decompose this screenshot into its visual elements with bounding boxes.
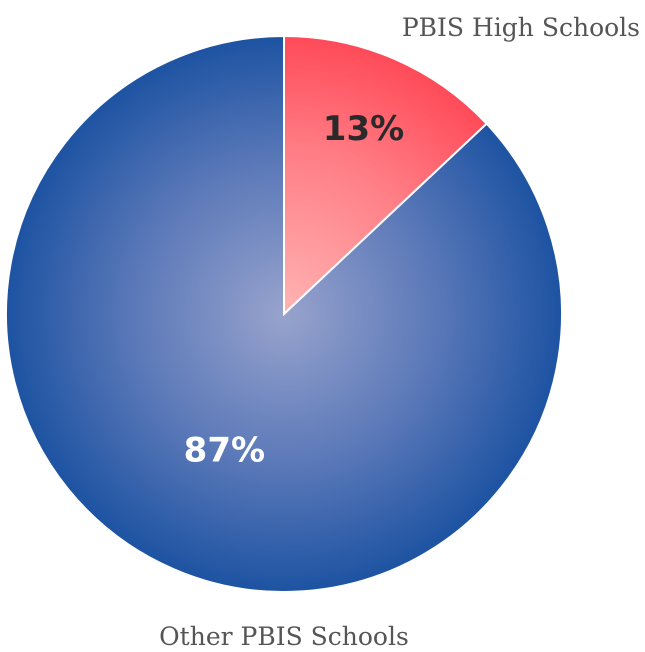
slice-category-label: Other PBIS Schools xyxy=(159,622,409,651)
pie-slice-pbis-high-schools xyxy=(283,34,489,317)
slice-percent-label: 13% xyxy=(323,109,404,149)
pie-slice-other-pbis-schools xyxy=(5,34,563,593)
slice-percent-label: 87% xyxy=(184,430,265,470)
slice-category-label: PBIS High Schools xyxy=(402,13,640,42)
